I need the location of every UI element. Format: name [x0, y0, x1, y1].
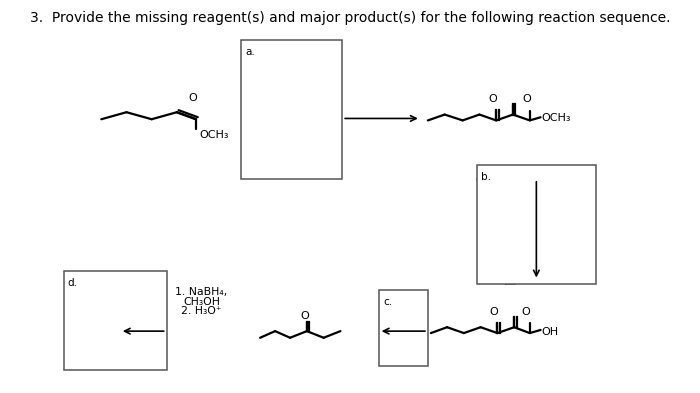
Text: 1. NaBH₄,: 1. NaBH₄,	[175, 287, 228, 297]
Text: O: O	[300, 311, 309, 321]
Text: a.: a.	[245, 48, 255, 57]
Bar	[379, 290, 428, 366]
Text: O: O	[522, 94, 531, 104]
Text: OCH₃: OCH₃	[199, 130, 228, 140]
Text: d.: d.	[68, 278, 78, 288]
Bar	[477, 165, 596, 284]
Text: O: O	[188, 93, 197, 103]
Text: 2. H₃O⁺: 2. H₃O⁺	[181, 306, 222, 316]
Text: 3.  Provide the missing reagent(s) and major product(s) for the following reacti: 3. Provide the missing reagent(s) and ma…	[30, 11, 671, 25]
Bar	[64, 271, 167, 370]
Text: OCH₃: OCH₃	[542, 114, 571, 123]
Text: CH₃OH: CH₃OH	[183, 297, 220, 307]
Text: c.: c.	[383, 297, 392, 307]
Text: O: O	[489, 307, 498, 317]
Text: b.: b.	[481, 172, 491, 182]
Text: OH: OH	[542, 327, 559, 337]
Text: O: O	[522, 307, 531, 317]
Text: O: O	[489, 94, 498, 104]
Bar	[241, 40, 342, 179]
